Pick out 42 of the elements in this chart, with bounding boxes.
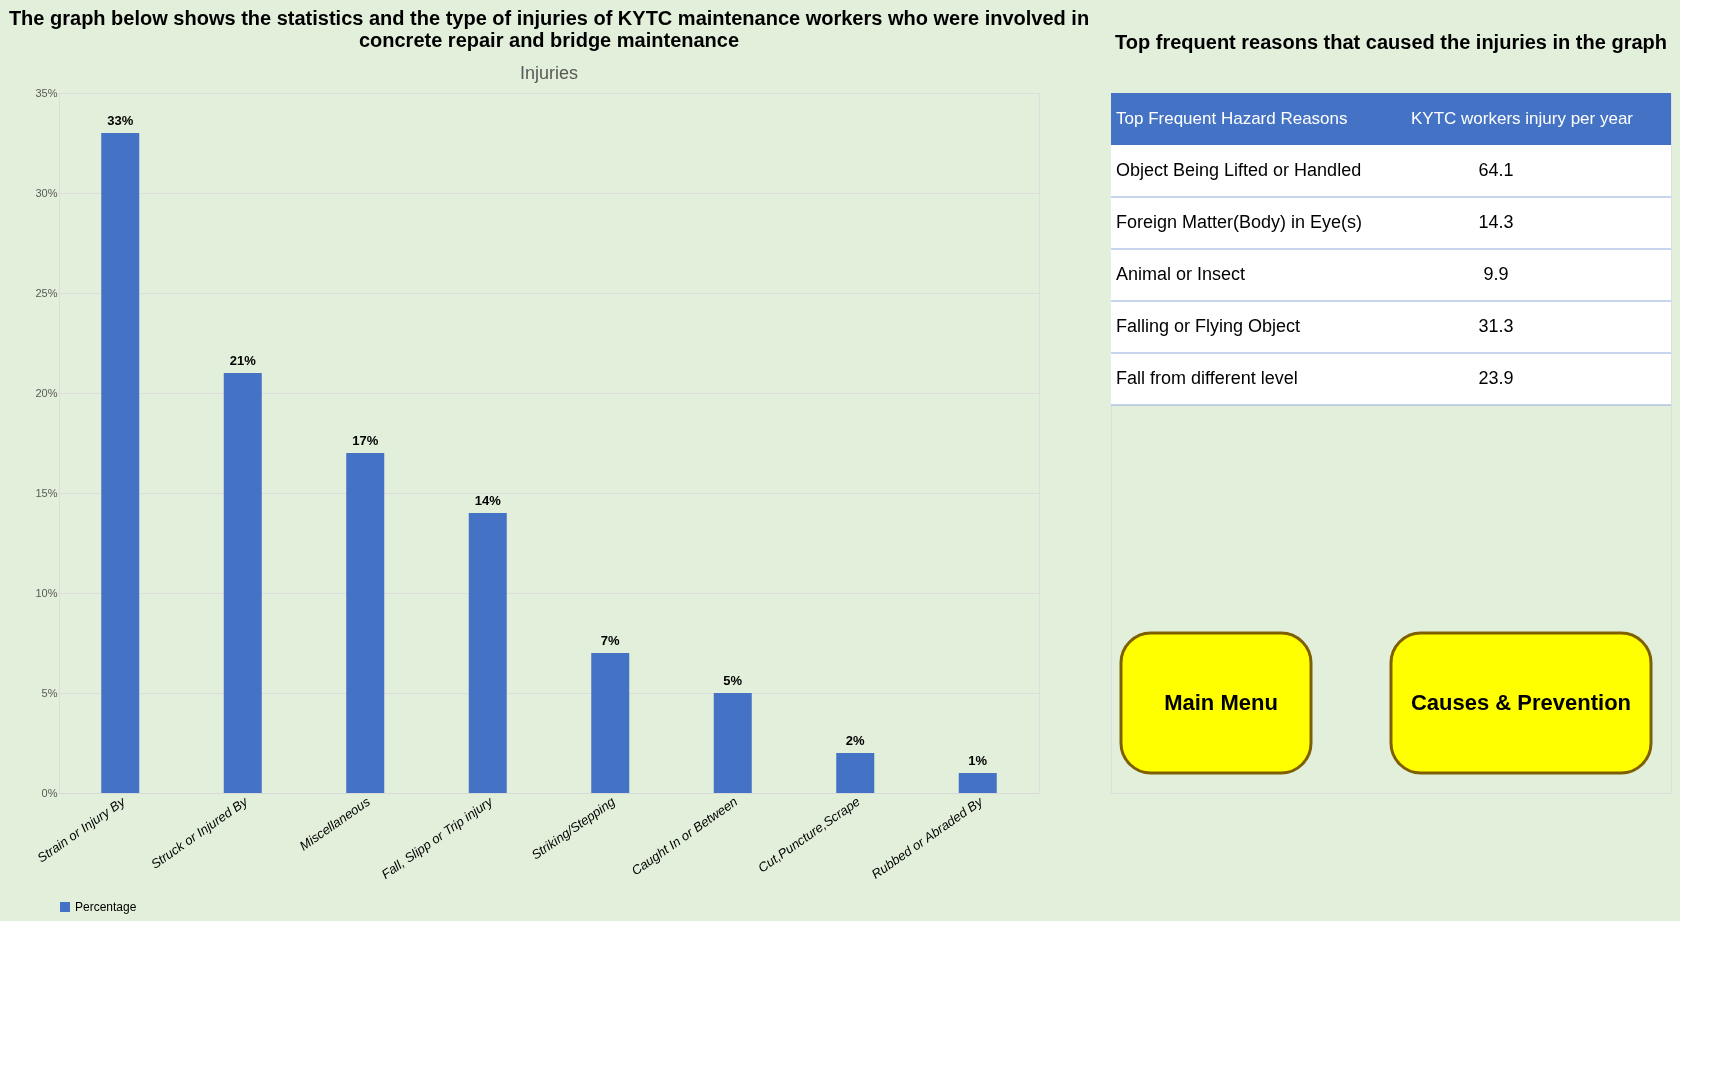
text: Top frequent reasons that caused the injuries in the graph: [1115, 31, 1667, 53]
bar: [468, 513, 507, 793]
data-label: 64.1: [1478, 160, 1514, 180]
data-label: 23.9: [1478, 368, 1514, 388]
data-label: 7%: [600, 633, 621, 648]
category-label: Foreign Matter(Body) in Eye(s): [1116, 212, 1363, 232]
text: KYTC workers injury per year: [1411, 109, 1634, 128]
chart-title: The graph below shows the statistics and the type of injuries of KYTC maintenance workers who were involved in concrete repair and bridge maintenance: [8, 7, 1090, 51]
legend-label: Percentage: [75, 900, 137, 914]
bar: [223, 373, 262, 793]
text: Top Frequent Hazard Reasons: [1116, 109, 1348, 128]
data-label: 17%: [352, 433, 379, 448]
y-tick-label: 20%: [35, 386, 58, 399]
y-tick-label: 35%: [35, 86, 58, 99]
category-label: Fall from different level: [1116, 368, 1298, 388]
y-tick-label: 30%: [35, 186, 58, 199]
y-tick-label: 5%: [41, 686, 58, 699]
bar: [591, 653, 630, 793]
data-label: 9.9: [1483, 264, 1509, 284]
data-label: 1%: [968, 753, 988, 768]
data-label: 33%: [107, 113, 134, 128]
bar: [713, 693, 752, 793]
data-label: 14%: [474, 493, 502, 508]
bar: [346, 453, 385, 793]
text: Main Menu: [1164, 690, 1278, 715]
y-tick-label: 15%: [35, 486, 58, 499]
y-tick-label: 10%: [35, 586, 58, 599]
data-label: 21%: [229, 353, 257, 368]
data-label: 14.3: [1478, 212, 1514, 232]
chart-subtitle: Injuries: [519, 63, 579, 83]
category-label: Object Being Lifted or Handled: [1116, 160, 1362, 180]
category-label: Falling or Flying Object: [1116, 316, 1301, 336]
bar: [836, 753, 875, 793]
category-label: Animal or Insect: [1116, 264, 1246, 284]
data-label: 31.3: [1478, 316, 1514, 336]
text: Causes & Prevention: [1410, 690, 1632, 715]
data-label: 5%: [723, 673, 743, 688]
bar: [958, 773, 997, 793]
bar: [101, 133, 140, 793]
data-label: 2%: [845, 733, 866, 748]
y-tick-label: 0%: [41, 786, 58, 799]
y-tick-label: 25%: [35, 286, 58, 299]
